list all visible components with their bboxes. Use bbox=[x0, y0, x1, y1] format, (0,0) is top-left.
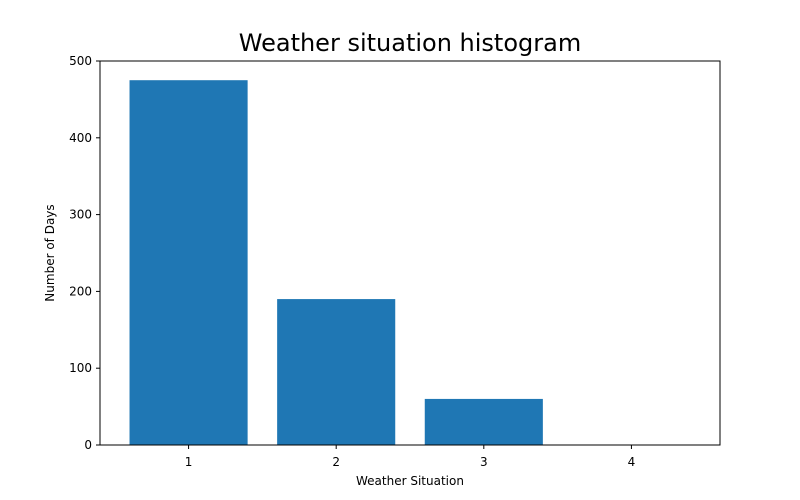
y-tick-label-400: 400 bbox=[69, 131, 92, 145]
bar-1 bbox=[129, 80, 248, 445]
x-tick-label-1: 1 bbox=[185, 455, 193, 469]
y-tick-label-200: 200 bbox=[69, 284, 92, 298]
x-tick-label-2: 2 bbox=[332, 455, 340, 469]
y-axis-label: Number of Days bbox=[43, 204, 57, 301]
chart-title: Weather situation histogram bbox=[239, 29, 581, 57]
x-tick-label-4: 4 bbox=[628, 455, 636, 469]
x-tick-label-3: 3 bbox=[480, 455, 488, 469]
axes-frame bbox=[99, 60, 721, 446]
y-tick-label-100: 100 bbox=[69, 361, 92, 375]
plot-area: 0 100 200 300 400 500 1 2 3 4 bbox=[69, 54, 721, 469]
y-tick-label-0: 0 bbox=[84, 438, 92, 452]
bar-2 bbox=[277, 299, 396, 445]
x-axis-label: Weather Situation bbox=[356, 474, 464, 488]
bar-3 bbox=[424, 398, 543, 445]
y-tick-label-300: 300 bbox=[69, 208, 92, 222]
y-tick-label-500: 500 bbox=[69, 54, 92, 68]
